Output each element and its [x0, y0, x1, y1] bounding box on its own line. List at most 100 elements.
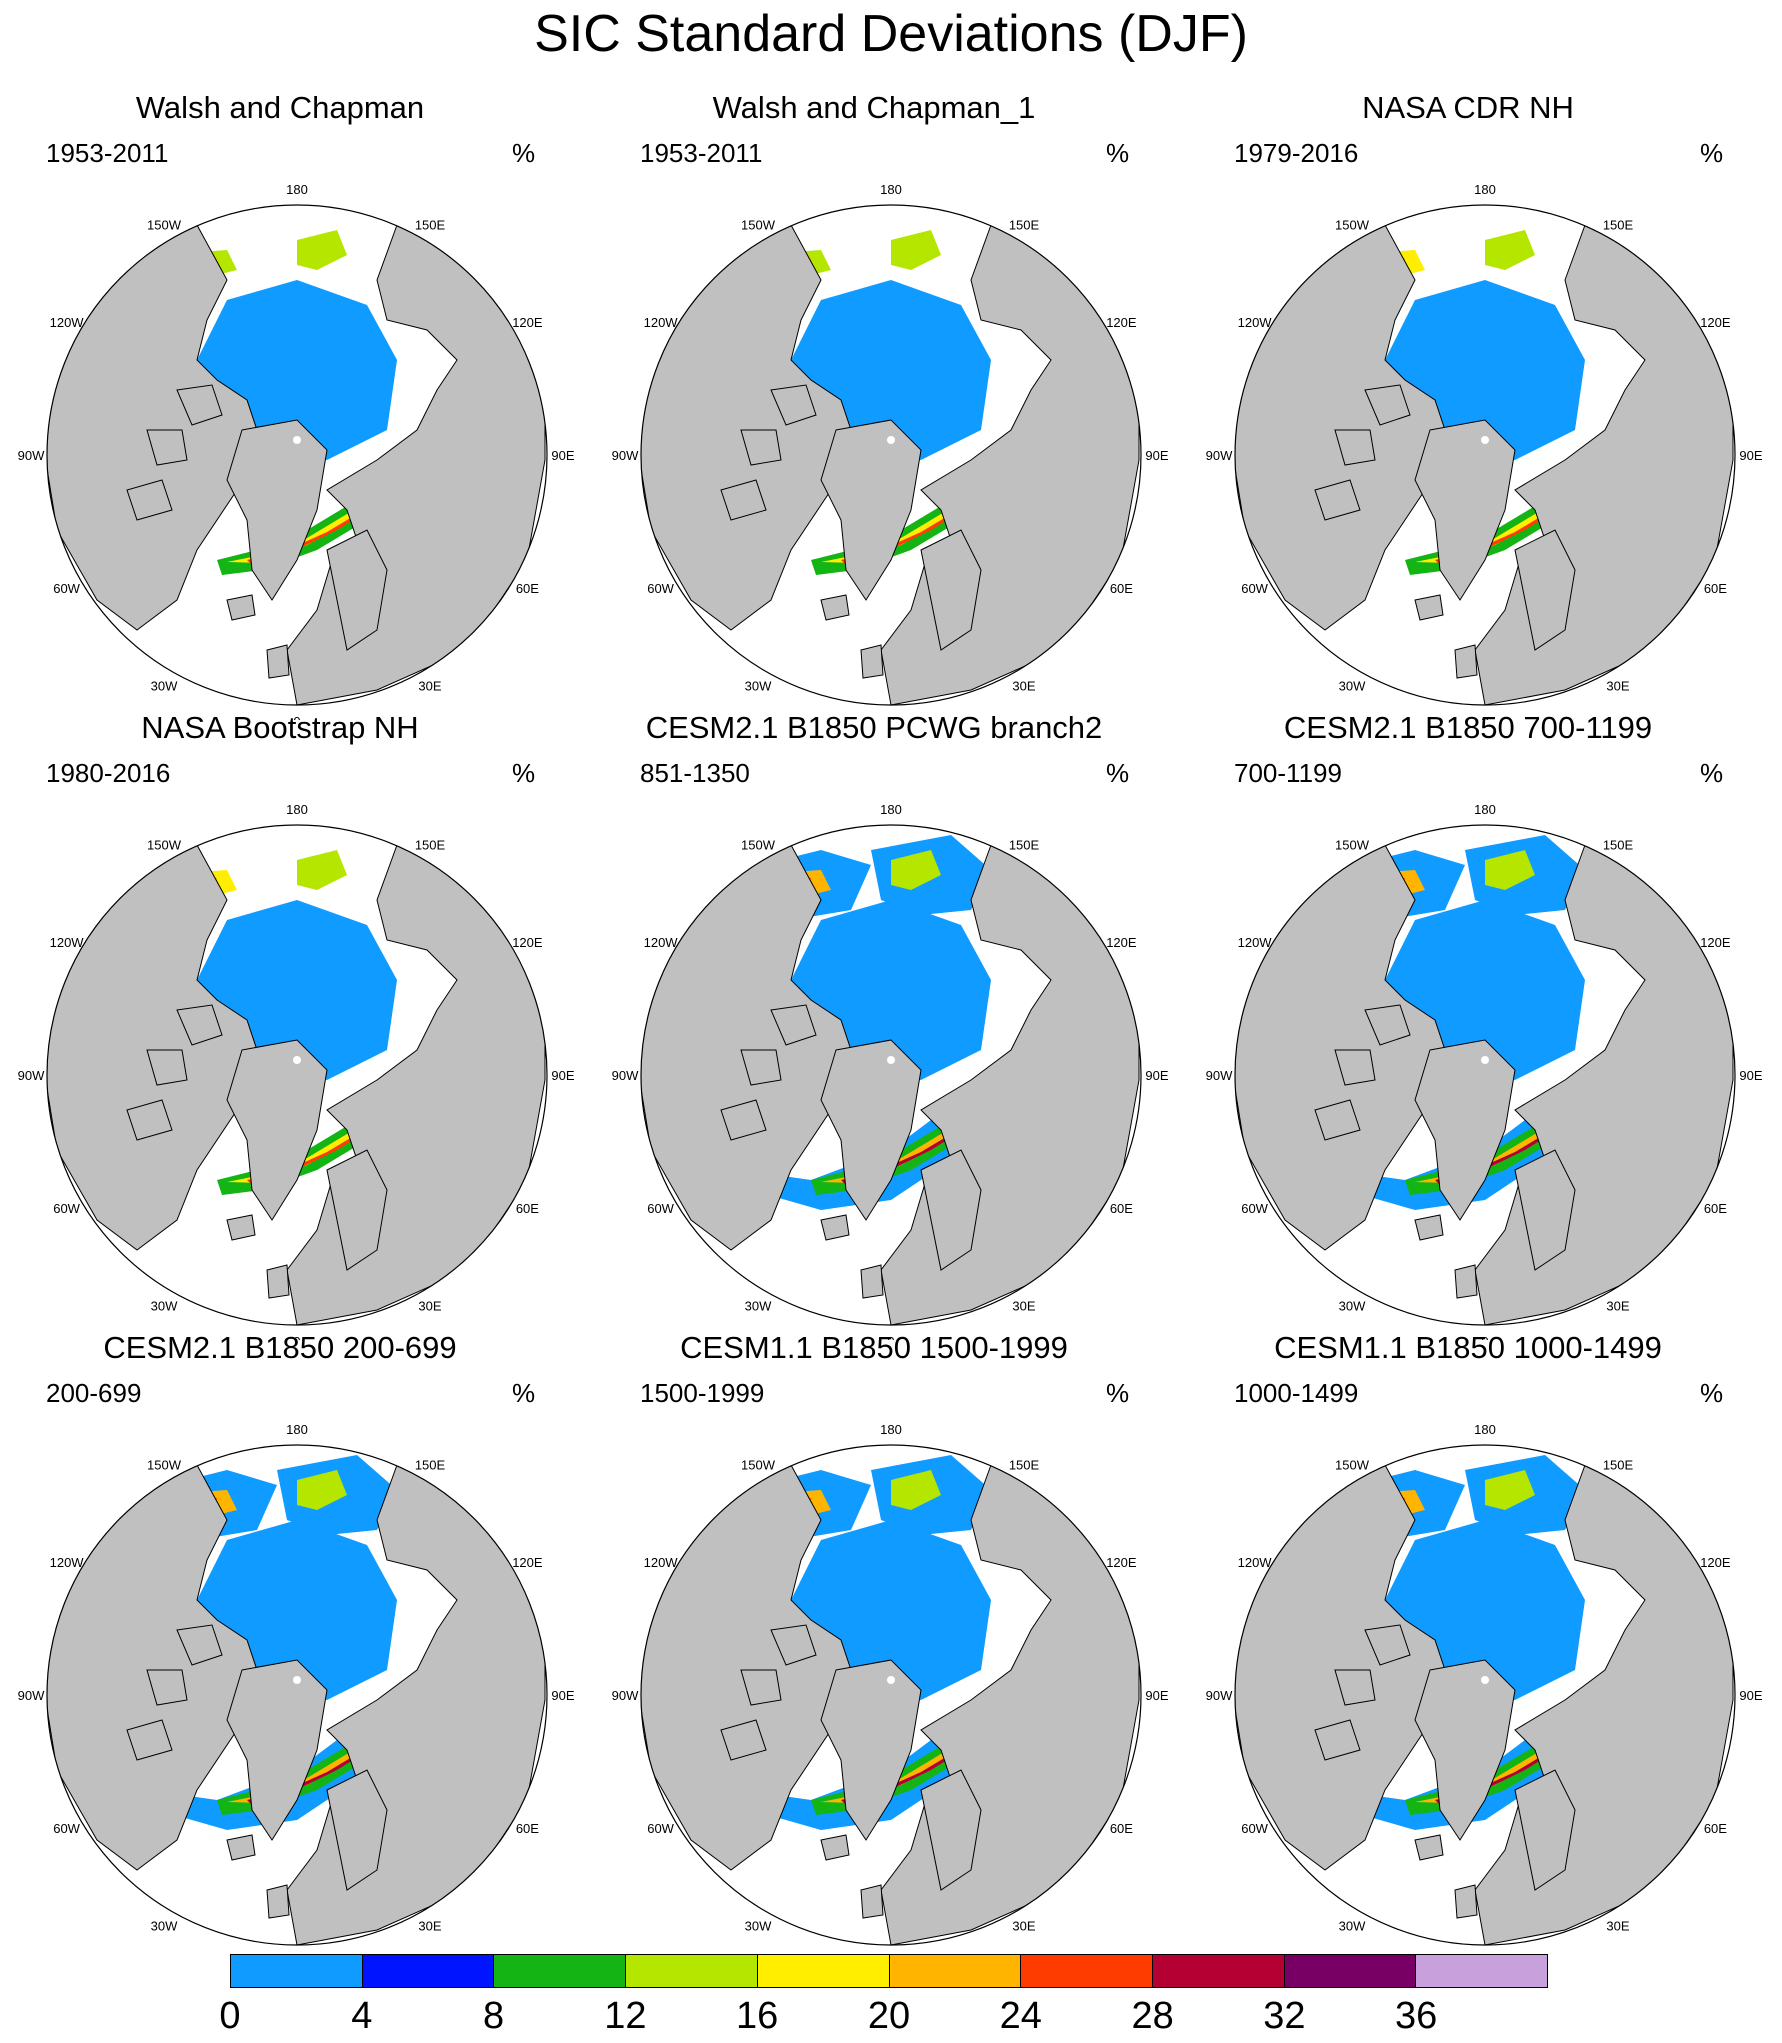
longitude-label: 30W	[745, 1918, 772, 1933]
longitude-label: 120W	[644, 1555, 679, 1570]
longitude-label: 90E	[551, 1688, 574, 1703]
land-mass	[176, 384, 223, 426]
longitude-label: 150E	[1603, 1458, 1634, 1473]
longitude-label: 30E	[1012, 1918, 1035, 1933]
longitude-label: 0	[887, 714, 894, 720]
land-mass	[176, 1624, 223, 1666]
longitude-label: 0	[293, 1334, 300, 1340]
longitude-label: 120W	[1238, 315, 1273, 330]
longitude-label: 150E	[415, 218, 446, 233]
longitude-label: 90E	[551, 1068, 574, 1083]
longitude-label: 30E	[418, 678, 441, 693]
longitude-label: 30E	[418, 1918, 441, 1933]
longitude-label: 150W	[741, 1458, 776, 1473]
longitude-label: 30E	[1606, 1298, 1629, 1313]
colorbar-tick-label: 20	[867, 1995, 911, 2037]
land-mass	[326, 1149, 388, 1271]
land-mass	[1454, 1884, 1478, 1919]
panel-year-range: 1980-2016	[46, 758, 171, 788]
colorbar-tick-label: 4	[351, 1995, 373, 2037]
sea-ice-variability-region	[1485, 850, 1535, 890]
longitude-label: 90E	[1145, 448, 1168, 463]
longitude-label: 180	[1474, 182, 1496, 197]
longitude-label: 30W	[745, 678, 772, 693]
panel-year-range: 851-1350	[640, 758, 750, 788]
land-mass	[1364, 384, 1411, 426]
longitude-label: 120E	[512, 935, 543, 950]
map-panel: NASA Bootstrap NH 1980-2016% 180 0 150W 120W 9…	[0, 710, 594, 1340]
map-border	[46, 824, 548, 1326]
longitude-label: 150E	[1603, 838, 1634, 853]
longitude-label: 150E	[415, 1458, 446, 1473]
land-mass	[820, 1659, 922, 1841]
longitude-label: 150W	[147, 1458, 182, 1473]
land-mass	[1314, 1099, 1361, 1141]
longitude-label: 60E	[1110, 581, 1133, 596]
land-mass	[1514, 1769, 1576, 1891]
land-mass	[226, 1039, 328, 1221]
land-mass	[770, 1624, 817, 1666]
longitude-label: 150W	[1335, 1458, 1370, 1473]
map-panel: Walsh and Chapman_1 1953-2011% 180 0 150W 120…	[594, 90, 1188, 720]
land-mass	[1514, 529, 1576, 651]
land-mass	[820, 1214, 850, 1241]
land-mass	[1454, 1264, 1478, 1299]
sea-ice-variability-region	[1485, 1470, 1535, 1510]
longitude-label: 180	[880, 1422, 902, 1437]
panel-title: NASA CDR NH	[1362, 90, 1574, 125]
map-panel: CESM1.1 B1850 1000-1499 1000-1499% 180 0 150…	[1188, 1330, 1782, 1960]
panel-unit-label: %	[512, 758, 536, 788]
map-border	[1234, 204, 1736, 706]
longitude-label: 60W	[647, 581, 674, 596]
longitude-label: 120W	[50, 935, 85, 950]
colorbar-segment	[1416, 1955, 1548, 1987]
panel-year-range: 1979-2016	[1234, 138, 1359, 168]
polar-map: 180 0 150W 120W 90W 60W 30W 150E 120E 90E 60E 30E	[612, 182, 1169, 720]
longitude-label: 30W	[1339, 1918, 1366, 1933]
panel-unit-label: %	[1700, 758, 1724, 788]
colorbar-tick-label: 8	[483, 1995, 505, 2037]
land-mass	[146, 1049, 188, 1086]
land-mass	[770, 1004, 817, 1046]
land-mass	[266, 1884, 290, 1919]
longitude-label: 120W	[50, 1555, 85, 1570]
longitude-label: 120E	[512, 1555, 543, 1570]
land-mass	[920, 1769, 982, 1891]
land-mass	[176, 1004, 223, 1046]
colorbar-segment	[231, 1955, 363, 1987]
longitude-label: 120E	[1106, 315, 1137, 330]
longitude-label: 180	[286, 802, 308, 817]
land-mass	[820, 1834, 850, 1861]
panel-title: CESM2.1 B1850 200-699	[103, 1330, 457, 1365]
colorbar-segment	[1152, 1955, 1285, 1987]
land-mass	[720, 1099, 767, 1141]
land-mass	[740, 429, 782, 466]
sea-ice-variability-region	[1485, 230, 1535, 270]
longitude-label: 150W	[147, 218, 182, 233]
land-mass	[1514, 1149, 1576, 1271]
polar-map: 180 0 150W 120W 90W 60W 30W 150E 120E 90E 60E 30E	[18, 802, 575, 1340]
longitude-label: 60W	[1241, 1821, 1268, 1836]
pole-hole	[1481, 1056, 1489, 1064]
pole-hole	[293, 1676, 301, 1684]
map-border	[640, 1444, 1142, 1946]
longitude-label: 60W	[53, 1821, 80, 1836]
longitude-label: 90W	[612, 448, 639, 463]
colorbar-tick-label: 24	[999, 1995, 1042, 2037]
land-mass	[1414, 1659, 1516, 1841]
panel-unit-label: %	[1700, 138, 1724, 168]
longitude-label: 90W	[1206, 1068, 1233, 1083]
longitude-label: 90W	[18, 1068, 45, 1083]
longitude-label: 60E	[516, 1201, 539, 1216]
panel-year-range: 200-699	[46, 1378, 142, 1408]
land-mass	[1334, 1049, 1376, 1086]
land-mass	[920, 529, 982, 651]
colorbar	[230, 1954, 1548, 1988]
map-border	[1234, 824, 1736, 1326]
land-mass	[1314, 1719, 1361, 1761]
land-mass	[126, 1099, 173, 1141]
land-mass	[860, 1264, 884, 1299]
pole-hole	[887, 436, 895, 444]
longitude-label: 120E	[512, 315, 543, 330]
